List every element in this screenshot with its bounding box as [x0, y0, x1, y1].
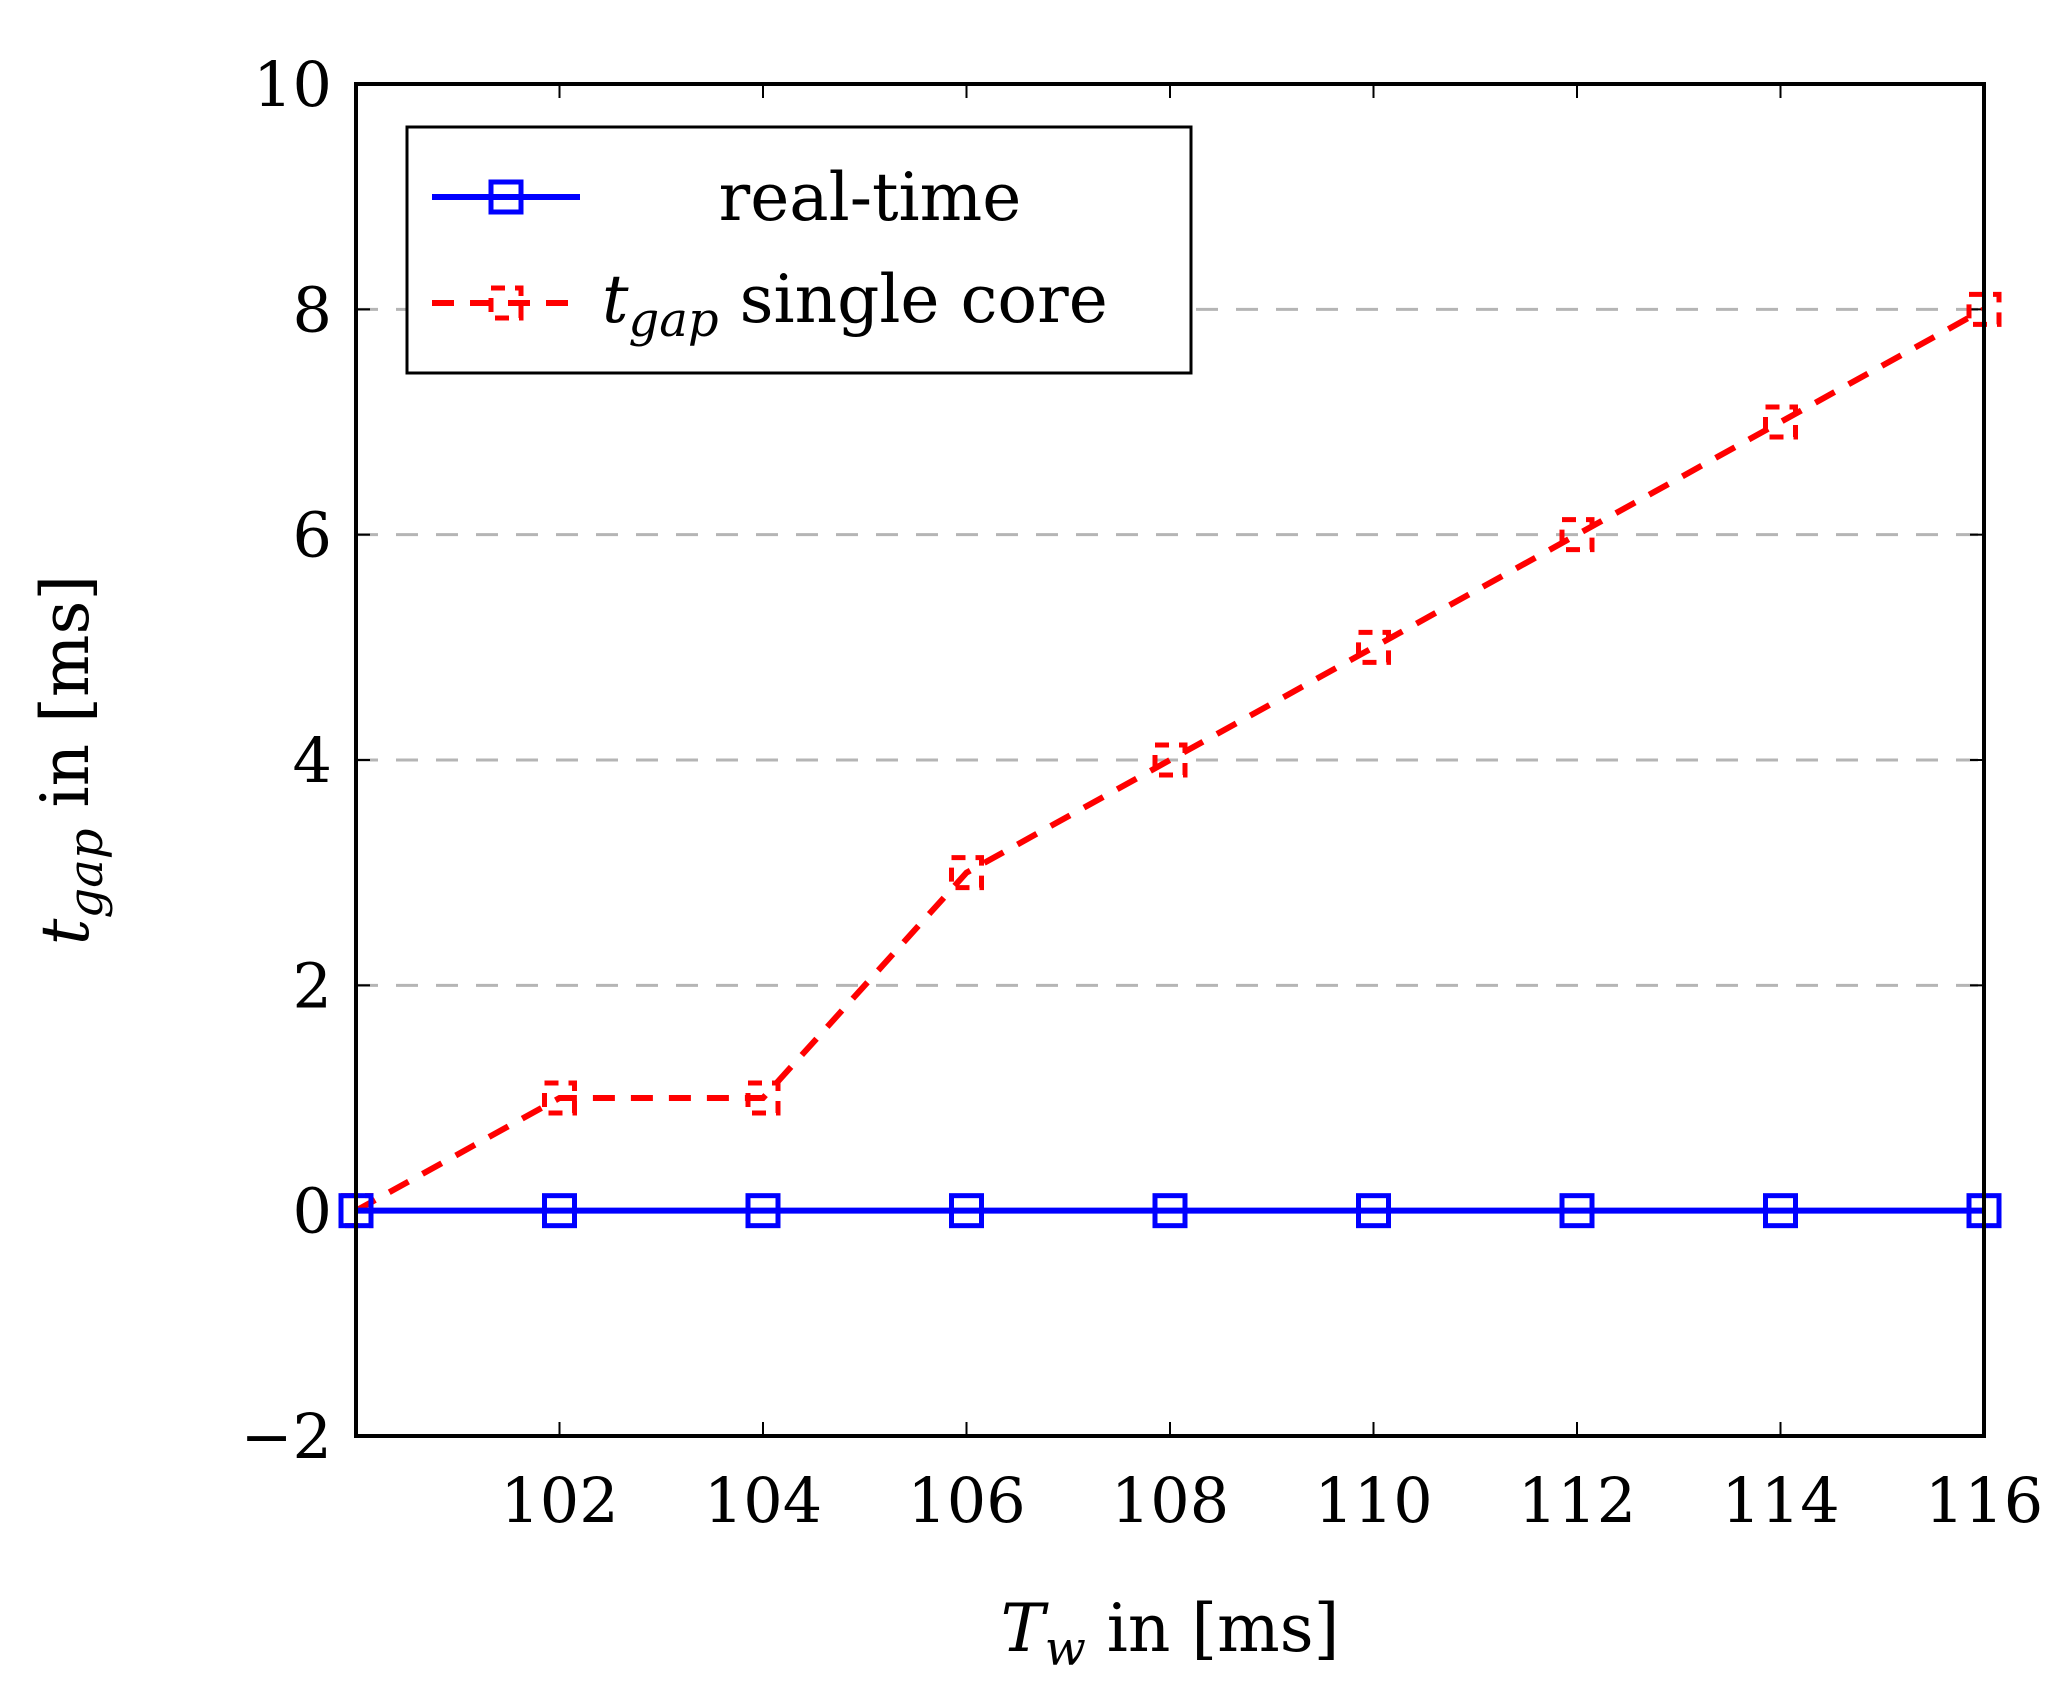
- y-tick-label-0: 0: [293, 1175, 332, 1248]
- legend-label-single-core-main: t: [602, 261, 629, 338]
- point-real-time-112: [1559, 1193, 1595, 1229]
- point-single-core-112: [1559, 517, 1595, 553]
- y-axis-label-rest: in [ms]: [27, 575, 104, 829]
- x-tick-label-108: 108: [1111, 1464, 1229, 1537]
- point-real-time-102: [542, 1193, 577, 1229]
- y-tick-label-2: 2: [293, 949, 332, 1022]
- x-tick-label-102: 102: [500, 1464, 618, 1537]
- y-tick-labels: −2 0 2 4 6 8 10: [241, 48, 332, 1473]
- x-tick-labels: 102 104 106 108 110 112 114 116: [500, 1464, 2043, 1537]
- legend-marker-1: [488, 285, 524, 321]
- y-tick-label-4: 4: [293, 724, 332, 797]
- point-single-core-104: [745, 1080, 781, 1116]
- grid-lines: [356, 307, 1984, 1213]
- y-tick-label-10: 10: [253, 48, 332, 121]
- point-single-core-114: [1763, 404, 1798, 440]
- point-single-core-102: [542, 1080, 577, 1116]
- point-real-time-114: [1763, 1193, 1798, 1229]
- x-tick-label-116: 116: [1925, 1464, 2043, 1537]
- x-axis-label-sub: w: [1045, 1621, 1086, 1677]
- legend-swatch-single-core: [432, 285, 580, 321]
- y-tick-label-8: 8: [293, 273, 332, 346]
- point-real-time-104: [745, 1193, 781, 1229]
- x-tick-label-110: 110: [1314, 1464, 1432, 1537]
- x-tick-label-104: 104: [704, 1464, 822, 1537]
- plot-frame: [354, 82, 1986, 1438]
- point-real-time-108: [1152, 1193, 1188, 1229]
- y-axis-label-main: t: [27, 918, 104, 945]
- x-axis-label-rest: in [ms]: [1086, 1590, 1340, 1667]
- legend-box: [405, 125, 1193, 375]
- point-real-time-106: [949, 1193, 984, 1229]
- point-single-core-110: [1356, 629, 1391, 665]
- legend: real-time tgap single core: [405, 125, 1193, 375]
- y-axis-label: tgap in [ms]: [27, 575, 114, 945]
- legend-swatch-real-time: [432, 179, 580, 215]
- series-real-time: [338, 1193, 2002, 1229]
- x-tick-label-106: 106: [907, 1464, 1025, 1537]
- legend-marker-0: [488, 179, 524, 215]
- point-single-core-106: [949, 855, 984, 891]
- y-axis-label-sub: gap: [58, 828, 114, 918]
- x-axis-label: Tw in [ms]: [1001, 1590, 1340, 1677]
- legend-label-single-core-rest: single core: [719, 261, 1108, 338]
- x-axis-label-main: T: [1001, 1590, 1050, 1667]
- y-tick-label--2: −2: [241, 1400, 332, 1473]
- point-real-time-110: [1356, 1193, 1391, 1229]
- legend-label-single-core-sub: gap: [629, 292, 719, 348]
- x-tick-label-114: 114: [1721, 1464, 1839, 1537]
- point-single-core-108: [1152, 742, 1188, 778]
- x-tick-label-112: 112: [1518, 1464, 1636, 1537]
- legend-label-real-time: real-time: [719, 159, 1022, 236]
- legend-label-single-core: tgap single core: [602, 261, 1108, 348]
- y-tick-label-6: 6: [293, 499, 332, 572]
